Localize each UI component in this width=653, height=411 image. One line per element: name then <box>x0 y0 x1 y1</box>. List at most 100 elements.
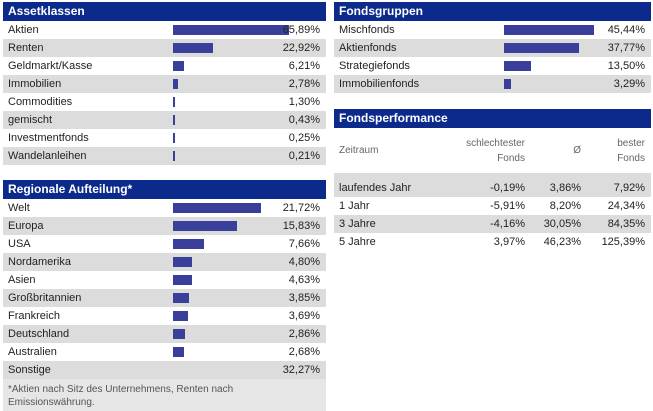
performance-period: laufendes Jahr <box>339 182 412 194</box>
asset-label: Investmentfonds <box>8 132 89 144</box>
performance-best: 7,92% <box>613 182 645 194</box>
fonds-value: 45,44% <box>607 24 645 36</box>
performance-worst: -0,19% <box>490 182 525 194</box>
asset-label: Immobilien <box>8 78 62 90</box>
header-best-line1: bester <box>617 138 645 149</box>
performance-row: 5 Jahre 3,97% 46,23% 125,39% <box>334 233 651 251</box>
asset-bar <box>173 79 178 89</box>
region-value: 3,85% <box>288 292 320 304</box>
performance-best: 24,34% <box>607 200 645 212</box>
region-bar <box>173 347 184 357</box>
region-row: Asien 4,63% <box>3 271 326 289</box>
fonds-row: Immobilienfonds 3,29% <box>334 75 651 93</box>
asset-row: Renten 22,92% <box>3 39 326 57</box>
asset-row: Aktien 65,89% <box>3 21 326 39</box>
region-label: Deutschland <box>8 328 70 340</box>
region-row: Sonstige 32,27% <box>3 361 326 379</box>
fonds-value: 13,50% <box>607 60 645 72</box>
performance-best: 84,35% <box>607 218 645 230</box>
performance-header: Zeitraum schlechtester Fonds Ø bester Fo… <box>334 128 651 173</box>
asset-value: 65,89% <box>282 24 320 36</box>
region-bar <box>173 311 188 321</box>
performance-avg: 3,86% <box>549 182 581 194</box>
performance-avg: 30,05% <box>543 218 581 230</box>
assetklassen-title: Assetklassen <box>3 2 326 21</box>
asset-value: 0,43% <box>288 114 320 126</box>
region-value: 21,72% <box>282 202 320 214</box>
performance-panel: Fondsperformance Zeitraum schlechtester … <box>334 109 651 251</box>
fonds-bar <box>504 79 511 89</box>
region-value: 2,68% <box>288 346 320 358</box>
region-bar <box>173 257 192 267</box>
region-value: 15,83% <box>282 220 320 232</box>
asset-bar <box>173 61 184 71</box>
header-avg: Ø <box>573 145 581 156</box>
region-value: 4,80% <box>288 256 320 268</box>
region-label: Großbritannien <box>8 292 82 304</box>
asset-row: gemischt 0,43% <box>3 111 326 129</box>
asset-label: Renten <box>8 42 44 54</box>
asset-value: 0,25% <box>288 132 320 144</box>
region-bar <box>173 329 185 339</box>
asset-bar <box>173 133 175 143</box>
fonds-bar <box>504 61 531 71</box>
performance-worst: -4,16% <box>490 218 525 230</box>
fondsgruppen-list: Mischfonds 45,44% Aktienfonds 37,77% Strateg… <box>334 21 651 93</box>
fonds-row: Mischfonds 45,44% <box>334 21 651 39</box>
region-label: Australien <box>8 346 57 358</box>
asset-row: Geldmarkt/Kasse 6,21% <box>3 57 326 75</box>
asset-label: Commodities <box>8 96 73 108</box>
fonds-label: Immobilienfonds <box>339 78 420 90</box>
fonds-bar <box>504 43 579 53</box>
asset-row: Wandelanleihen 0,21% <box>3 147 326 165</box>
region-label: Europa <box>8 220 44 232</box>
region-bar <box>173 221 237 231</box>
regionale-title: Regionale Aufteilung* <box>3 180 326 199</box>
region-value: 7,66% <box>288 238 320 250</box>
region-label: USA <box>8 238 31 250</box>
performance-period: 5 Jahre <box>339 236 376 248</box>
region-value: 32,27% <box>282 364 320 376</box>
performance-gap <box>334 173 651 179</box>
performance-period: 1 Jahr <box>339 200 370 212</box>
asset-row: Immobilien 2,78% <box>3 75 326 93</box>
fonds-row: Aktienfonds 37,77% <box>334 39 651 57</box>
performance-period: 3 Jahre <box>339 218 376 230</box>
performance-worst: 3,97% <box>493 236 525 248</box>
region-row: USA 7,66% <box>3 235 326 253</box>
performance-avg: 8,20% <box>549 200 581 212</box>
assetklassen-list: Aktien 65,89% Renten 22,92% Geldmarkt/Kasse 6… <box>3 21 326 165</box>
asset-row: Commodities 1,30% <box>3 93 326 111</box>
region-row: Australien 2,68% <box>3 343 326 361</box>
asset-bar <box>173 97 175 107</box>
region-row: Frankreich 3,69% <box>3 307 326 325</box>
asset-bar <box>173 151 175 161</box>
asset-bar <box>173 43 213 53</box>
performance-row: laufendes Jahr -0,19% 3,86% 7,92% <box>334 179 651 197</box>
region-row: Deutschland 2,86% <box>3 325 326 343</box>
header-best-line2: Fonds <box>617 153 645 164</box>
performance-title: Fondsperformance <box>334 109 651 128</box>
asset-value: 6,21% <box>288 60 320 72</box>
regionale-panel: Regionale Aufteilung* Welt 21,72% Europa 15… <box>3 180 326 411</box>
fonds-label: Mischfonds <box>339 24 395 36</box>
performance-best: 125,39% <box>601 236 645 248</box>
asset-value: 0,21% <box>288 150 320 162</box>
region-label: Welt <box>8 202 30 214</box>
region-bar <box>173 239 204 249</box>
asset-value: 2,78% <box>288 78 320 90</box>
region-bar <box>173 275 192 285</box>
regionale-footnote: *Aktien nach Sitz des Unternehmens, Rent… <box>3 379 326 411</box>
region-row: Welt 21,72% <box>3 199 326 217</box>
fonds-value: 37,77% <box>607 42 645 54</box>
performance-row: 3 Jahre -4,16% 30,05% 84,35% <box>334 215 651 233</box>
header-worst-line1: schlechtester <box>466 138 525 149</box>
region-bar <box>173 293 189 303</box>
region-row: Europa 15,83% <box>3 217 326 235</box>
performance-worst: -5,91% <box>490 200 525 212</box>
region-value: 2,86% <box>288 328 320 340</box>
fonds-label: Aktienfonds <box>339 42 397 54</box>
asset-label: Geldmarkt/Kasse <box>8 60 93 72</box>
fonds-row: Strategiefonds 13,50% <box>334 57 651 75</box>
fonds-label: Strategiefonds <box>339 60 410 72</box>
